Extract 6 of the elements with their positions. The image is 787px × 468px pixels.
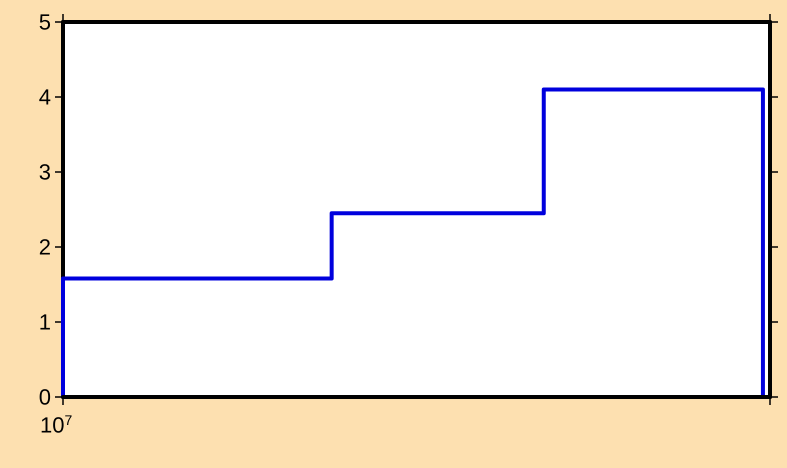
y-tick-label: 4 bbox=[38, 84, 51, 110]
y-tick-label: 3 bbox=[38, 160, 51, 184]
y-tick-label: 5 bbox=[38, 10, 51, 34]
y-tick-label: 2 bbox=[38, 234, 51, 260]
y-tick-label: 1 bbox=[38, 310, 51, 334]
y-tick-label: 0 bbox=[38, 384, 51, 410]
